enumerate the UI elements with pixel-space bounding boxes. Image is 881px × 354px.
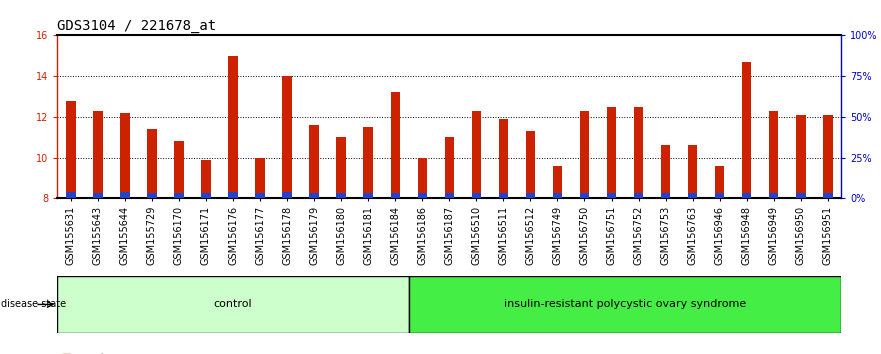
Bar (93, 111, 102, 198)
Bar (688, 193, 698, 198)
Bar (552, 166, 562, 198)
Bar (418, 158, 427, 198)
Bar (228, 56, 238, 198)
Bar (688, 145, 698, 198)
Bar (364, 193, 373, 198)
Bar (499, 119, 508, 198)
Bar (255, 193, 265, 198)
Bar (409, 276, 841, 333)
Bar (228, 192, 238, 198)
Bar (499, 193, 508, 198)
Bar (633, 107, 643, 198)
Text: GDS3104 / 221678_at: GDS3104 / 221678_at (57, 19, 217, 33)
Bar (661, 145, 670, 198)
Bar (769, 111, 779, 198)
Bar (796, 115, 805, 198)
Bar (174, 193, 183, 198)
Legend: count, percentile rank within the sample: count, percentile rank within the sample (63, 353, 242, 354)
Bar (201, 193, 211, 198)
Bar (445, 193, 454, 198)
Bar (390, 193, 400, 198)
Bar (769, 193, 779, 198)
Bar (580, 111, 589, 198)
Bar (66, 192, 76, 198)
Bar (282, 192, 292, 198)
Text: control: control (214, 299, 252, 309)
Bar (282, 76, 292, 198)
Bar (57, 276, 409, 333)
Text: disease state: disease state (1, 299, 66, 309)
Bar (147, 193, 157, 198)
Bar (309, 193, 319, 198)
Bar (823, 115, 833, 198)
Bar (742, 193, 751, 198)
Bar (255, 158, 265, 198)
Bar (607, 193, 617, 198)
Bar (337, 137, 346, 198)
Bar (823, 193, 833, 198)
Bar (552, 193, 562, 198)
Bar (580, 193, 589, 198)
Bar (418, 193, 427, 198)
Bar (337, 193, 346, 198)
Bar (93, 193, 102, 198)
Bar (633, 193, 643, 198)
Bar (742, 62, 751, 198)
Bar (526, 131, 535, 198)
Bar (661, 193, 670, 198)
Text: insulin-resistant polycystic ovary syndrome: insulin-resistant polycystic ovary syndr… (504, 299, 746, 309)
Bar (715, 193, 724, 198)
Bar (445, 137, 454, 198)
Bar (120, 113, 130, 198)
Bar (66, 101, 76, 198)
Bar (796, 193, 805, 198)
Bar (201, 160, 211, 198)
Bar (364, 127, 373, 198)
Bar (174, 141, 183, 198)
Bar (607, 107, 617, 198)
Bar (390, 92, 400, 198)
Bar (526, 193, 535, 198)
Bar (309, 125, 319, 198)
Bar (147, 129, 157, 198)
Bar (715, 166, 724, 198)
Bar (471, 111, 481, 198)
Bar (471, 193, 481, 198)
Bar (120, 192, 130, 198)
